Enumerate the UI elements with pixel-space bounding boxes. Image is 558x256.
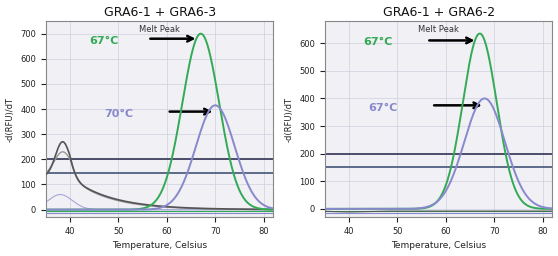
Y-axis label: -d(RFU)/dT: -d(RFU)/dT	[6, 97, 15, 142]
Title: GRA6-1 + GRA6-3: GRA6-1 + GRA6-3	[104, 6, 215, 18]
X-axis label: Temperature, Celsius: Temperature, Celsius	[391, 241, 486, 250]
Text: 67°C: 67°C	[368, 103, 398, 113]
Text: 70°C: 70°C	[104, 109, 133, 119]
Title: GRA6-1 + GRA6-2: GRA6-1 + GRA6-2	[383, 6, 494, 18]
Text: Melt Peak: Melt Peak	[418, 25, 459, 34]
Text: Melt Peak: Melt Peak	[139, 25, 180, 34]
Text: 67°C: 67°C	[363, 37, 393, 47]
X-axis label: Temperature, Celsius: Temperature, Celsius	[112, 241, 207, 250]
Text: 67°C: 67°C	[89, 36, 119, 46]
Y-axis label: -d(RFU)/dT: -d(RFU)/dT	[285, 97, 294, 142]
